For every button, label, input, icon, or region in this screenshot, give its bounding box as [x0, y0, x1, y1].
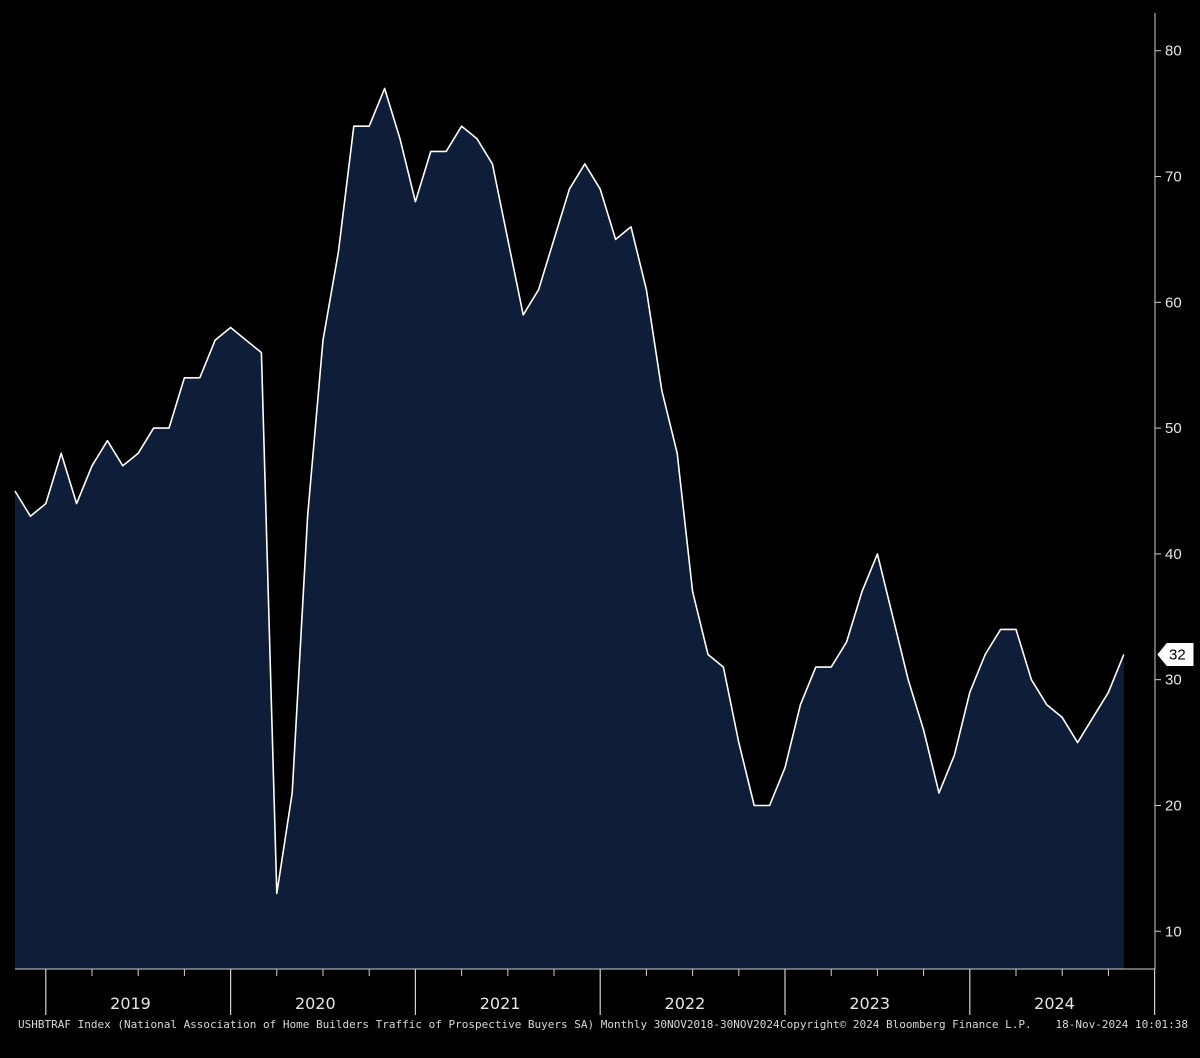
last-value-marker: [1157, 643, 1194, 667]
y-tick-label: 20: [1165, 797, 1182, 814]
x-year-label: 2019: [110, 994, 151, 1013]
y-tick-label: 10: [1165, 923, 1182, 940]
footer-timestamp: 18-Nov-2024 10:01:38: [1055, 1018, 1188, 1031]
x-year-label: 2020: [295, 994, 336, 1013]
y-tick-label: 50: [1165, 420, 1182, 437]
x-year-label: 2021: [480, 994, 521, 1013]
footer-copyright: Copyright© 2024 Bloomberg Finance L.P.: [780, 1018, 1032, 1031]
y-tick-label: 40: [1165, 546, 1182, 563]
x-year-label: 2023: [849, 994, 890, 1013]
footer-index-description: USHBTRAF Index (National Association of …: [18, 1018, 780, 1031]
x-year-label: 2024: [1034, 994, 1075, 1013]
x-year-label: 2022: [665, 994, 706, 1013]
series-line: [14, 87, 1125, 895]
y-tick-label: 80: [1165, 43, 1182, 60]
series-area: [15, 88, 1124, 969]
y-tick-label: 30: [1165, 672, 1182, 689]
last-value-label: 32: [1169, 647, 1186, 664]
y-tick-label: 70: [1165, 169, 1182, 186]
y-tick-label: 60: [1165, 294, 1182, 311]
